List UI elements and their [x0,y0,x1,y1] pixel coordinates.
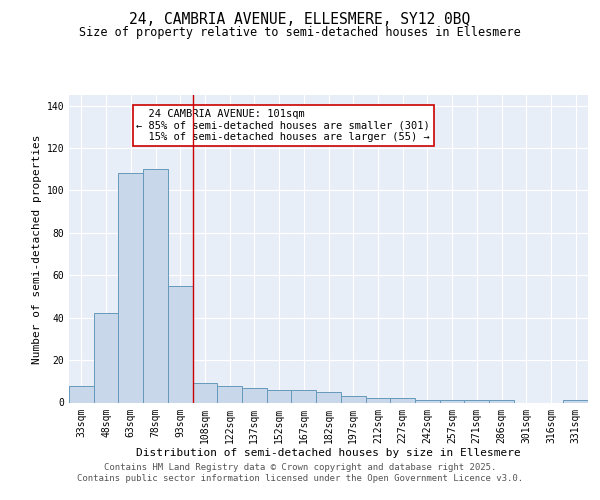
Bar [217,386,242,402]
Bar [341,396,365,402]
X-axis label: Distribution of semi-detached houses by size in Ellesmere: Distribution of semi-detached houses by … [136,448,521,458]
Bar [489,400,514,402]
Text: 24 CAMBRIA AVENUE: 101sqm
← 85% of semi-detached houses are smaller (301)
  15% : 24 CAMBRIA AVENUE: 101sqm ← 85% of semi-… [136,109,430,142]
Bar [365,398,390,402]
Bar [69,386,94,402]
Bar [390,398,415,402]
Bar [440,400,464,402]
Bar [563,400,588,402]
Bar [168,286,193,403]
Text: Contains public sector information licensed under the Open Government Licence v3: Contains public sector information licen… [77,474,523,483]
Bar [118,174,143,402]
Bar [464,400,489,402]
Bar [292,390,316,402]
Bar [316,392,341,402]
Bar [242,388,267,402]
Bar [143,169,168,402]
Bar [94,314,118,402]
Y-axis label: Number of semi-detached properties: Number of semi-detached properties [32,134,43,364]
Bar [193,384,217,402]
Text: 24, CAMBRIA AVENUE, ELLESMERE, SY12 0BQ: 24, CAMBRIA AVENUE, ELLESMERE, SY12 0BQ [130,12,470,28]
Bar [415,400,440,402]
Bar [267,390,292,402]
Text: Size of property relative to semi-detached houses in Ellesmere: Size of property relative to semi-detach… [79,26,521,39]
Text: Contains HM Land Registry data © Crown copyright and database right 2025.: Contains HM Land Registry data © Crown c… [104,462,496,471]
